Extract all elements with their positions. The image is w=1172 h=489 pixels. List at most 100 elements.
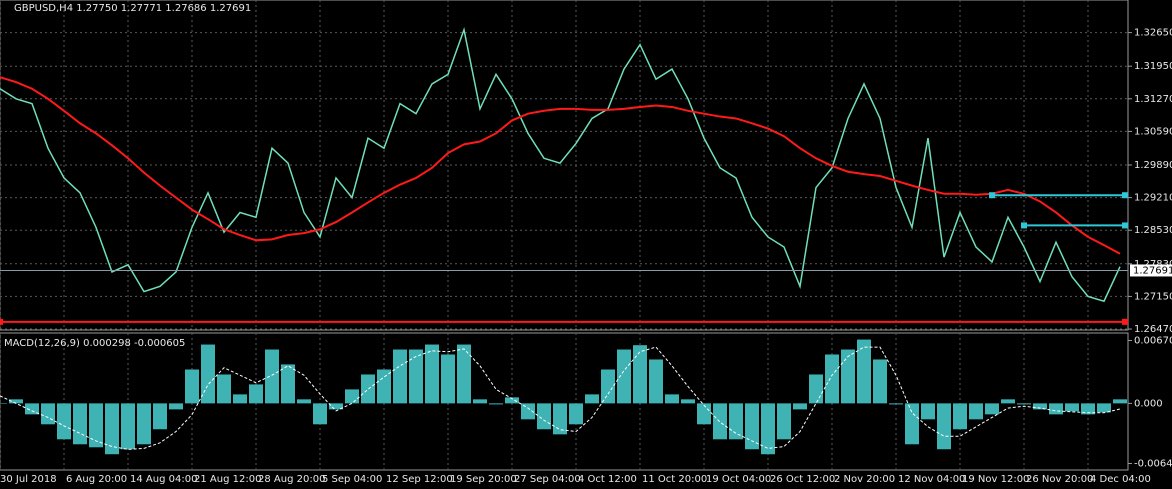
y-tick-label: 1.26470 [1134,324,1172,335]
histogram-bar [217,374,231,404]
histogram-bar [89,403,103,448]
histogram-bar [489,403,503,405]
histogram-bar [633,345,647,404]
histogram-bar [313,403,327,425]
level-handle [1122,222,1128,229]
histogram-bar [153,403,167,430]
histogram-bar [441,354,455,404]
x-tick-label: 19 Nov 12:00 [962,474,1029,485]
x-tick-label: 30 Jul 2018 [0,474,57,485]
x-tick-label: 19 Oct 04:00 [706,474,771,485]
histogram-bar [185,369,199,404]
histogram-bar [969,403,983,420]
histogram-bar [857,339,871,404]
histogram-bar [1017,403,1031,405]
level-handle [1021,222,1027,229]
histogram-bar [297,399,311,404]
histogram-bar [41,403,55,425]
histogram-bar [1033,403,1047,410]
y-tick-label: 0.006705 [1134,335,1172,346]
macd-title: MACD(12,26,9) 0.000298 -0.000605 [4,338,185,349]
x-tick-label: 19 Sep 20:00 [450,474,517,485]
x-tick-label: 5 Sep 04:00 [322,474,382,485]
histogram-bar [457,344,471,404]
histogram-bar [985,403,999,415]
histogram-bar [265,349,279,404]
y-tick-label: 1.31270 [1134,94,1172,105]
histogram-bar [137,403,151,445]
histogram-bar [569,403,583,425]
histogram-bar [201,344,215,404]
histogram-bar [585,394,599,404]
histogram-bar [73,403,87,445]
y-tick-label: 1.30590 [1134,126,1172,137]
histogram-bar [729,403,743,440]
histogram-bar [761,403,775,455]
histogram-bar [937,403,951,450]
histogram-bar [793,403,807,410]
histogram-bar [1049,403,1063,415]
histogram-bar [681,399,695,404]
histogram-bar [697,403,711,425]
histogram-bar [0,403,7,404]
histogram-bar [601,369,615,404]
x-tick-label: 21 Aug 12:00 [194,474,261,485]
histogram-bar [409,349,423,404]
x-tick-label: 12 Nov 04:00 [898,474,965,485]
x-tick-label: 26 Oct 12:00 [770,474,835,485]
histogram-bar [537,403,551,430]
level-handle [1122,318,1128,325]
series-line [0,26,1121,303]
histogram-bar [809,374,823,404]
x-tick-label: 28 Aug 20:00 [258,474,325,485]
y-tick-label: -0.006411 [1134,459,1172,470]
x-tick-label: 4 Oct 12:00 [578,474,637,485]
y-tick-label: 0.000 [1134,398,1163,409]
y-tick-label: 1.27150 [1134,291,1172,302]
histogram-bar [745,403,759,450]
histogram-bar [505,397,519,404]
histogram-bar [361,374,375,404]
histogram-bar [345,389,359,404]
y-tick-label: 1.27830 [1134,259,1172,270]
histogram-bar [649,359,663,404]
price-panel [0,0,1129,331]
y-tick-label: 1.32650 [1134,28,1172,39]
histogram-bar [665,394,679,404]
histogram-bar [9,399,23,404]
histogram-bar [233,394,247,404]
histogram-bar [521,403,535,420]
x-tick-label: 2 Nov 20:00 [834,474,895,485]
y-tick-label: 1.31950 [1134,61,1172,72]
histogram-bar [553,403,567,435]
x-tick-label: 12 Sep 12:00 [386,474,453,485]
histogram-bar [393,349,407,404]
level-handle [989,192,995,199]
level-handle [0,318,3,325]
histogram-bar [57,403,71,440]
histogram-bar [169,403,183,410]
histogram-bar [473,399,487,404]
histogram-bar [953,403,967,430]
last-price-label: 1.27691 [1133,265,1172,276]
histogram-bar [617,349,631,404]
y-tick-label: 1.28530 [1134,225,1172,236]
x-tick-label: 14 Aug 04:00 [130,474,197,485]
histogram-bar [425,344,439,404]
x-tick-label: 26 Nov 20:00 [1026,474,1093,485]
last-price-box [1130,264,1172,277]
series-line [0,346,1121,450]
histogram-bar [1081,403,1095,415]
y-tick-label: 1.29890 [1134,160,1172,171]
histogram-bar [121,403,135,450]
histogram-bar [249,384,263,404]
chart-title: GBPUSD,H4 1.27750 1.27771 1.27686 1.2769… [14,3,251,14]
histogram-bar [713,403,727,440]
histogram-bar [25,403,39,415]
histogram-bar [777,403,791,440]
series-line [0,76,1121,255]
x-tick-label: 6 Aug 20:00 [66,474,127,485]
histogram-bar [1001,399,1015,404]
histogram-bar [329,403,343,410]
